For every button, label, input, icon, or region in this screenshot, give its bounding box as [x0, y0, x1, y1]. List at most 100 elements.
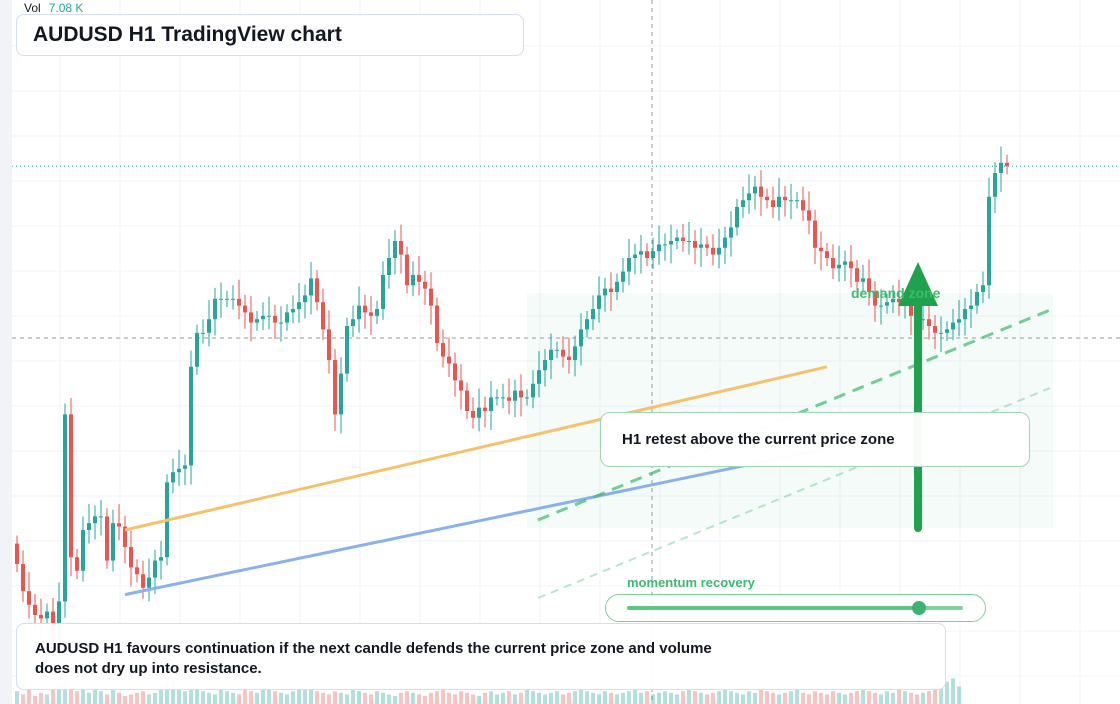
candle-body	[693, 241, 697, 248]
trendline-support	[124, 446, 828, 597]
candle-body	[345, 326, 349, 374]
candle-body	[321, 302, 325, 330]
candle-body	[339, 373, 343, 415]
momentum-slider-fill	[627, 606, 920, 610]
volume-bar	[783, 692, 787, 704]
volume-bar	[897, 689, 901, 704]
volume-bar	[255, 692, 259, 704]
volume-bar	[537, 692, 541, 704]
volume-bar	[369, 694, 373, 704]
candle-body	[927, 319, 931, 326]
candle-body	[117, 523, 121, 527]
candle-body	[195, 332, 199, 367]
volume-bar	[435, 691, 439, 704]
candle-body	[687, 241, 691, 242]
candle-body	[159, 557, 163, 561]
volume-bar	[423, 696, 427, 704]
volume-bar	[285, 694, 289, 704]
candle-body	[243, 305, 247, 313]
volume-bar	[459, 691, 463, 704]
volume-bar	[357, 691, 361, 704]
volume-bar	[765, 691, 769, 704]
volume-bar	[321, 692, 325, 704]
candle-body	[735, 207, 739, 228]
candle-body	[603, 288, 607, 296]
volume-bar	[21, 694, 25, 704]
candle-body	[975, 292, 979, 306]
candle-body	[957, 319, 961, 323]
volume-bar	[75, 691, 79, 704]
candle-body	[741, 200, 745, 207]
candle-body	[963, 309, 967, 320]
volume-bar	[873, 692, 877, 704]
candle-body	[477, 407, 481, 418]
candle-body	[519, 390, 523, 398]
volume-bar	[381, 692, 385, 704]
candle-body	[783, 196, 787, 201]
candle-body	[279, 322, 283, 324]
volume-bar	[309, 689, 313, 704]
candle-body	[825, 251, 829, 258]
candle-body	[993, 173, 997, 197]
volume-bar	[387, 694, 391, 704]
volume-bar	[663, 691, 667, 704]
candle-body	[951, 322, 955, 330]
candle-body	[135, 567, 139, 575]
candle-body	[375, 309, 379, 316]
volume-bar	[183, 691, 187, 704]
candle-body	[651, 251, 655, 258]
candle-body	[231, 298, 235, 300]
volume-bar	[681, 691, 685, 704]
volume-bar	[141, 691, 145, 704]
candle-body	[87, 523, 91, 530]
volume-bar	[927, 691, 931, 704]
summary-text: AUDUSD H1 favours continuation if the ne…	[35, 640, 712, 677]
candle-body	[393, 241, 397, 258]
candle-body	[843, 261, 847, 265]
volume-bar	[675, 694, 679, 704]
candle-body	[933, 326, 937, 333]
volume-bar	[117, 692, 121, 704]
demand-zone-label: demand zone	[851, 285, 941, 301]
volume-bar	[585, 691, 589, 704]
volume-bar	[363, 692, 367, 704]
candle-body	[303, 295, 307, 303]
volume-bar	[129, 694, 133, 704]
candle-body	[399, 241, 403, 255]
candle-body	[945, 329, 949, 333]
candle-body	[309, 278, 313, 296]
volume-bar	[273, 691, 277, 704]
arrow-head-icon	[898, 262, 938, 306]
candle-body	[621, 271, 625, 282]
candle-body	[45, 611, 49, 619]
volume-bar	[417, 694, 421, 704]
candle-body	[93, 516, 97, 524]
candle-body	[573, 346, 577, 360]
momentum-slider[interactable]	[605, 594, 986, 622]
candle-body	[129, 547, 133, 568]
candle-body	[657, 244, 661, 252]
candle-body	[513, 390, 517, 401]
volume-bar	[945, 681, 949, 704]
candle-body	[357, 305, 361, 320]
volume-bar	[63, 681, 67, 704]
candle-body	[507, 397, 511, 401]
candle-body	[201, 332, 205, 334]
volume-bar	[39, 692, 43, 704]
candle-body	[261, 315, 265, 320]
volume-bar	[939, 684, 943, 704]
candle-body	[21, 564, 25, 592]
volume-bar	[231, 692, 235, 704]
candle-body	[501, 397, 505, 399]
volume-bar	[921, 692, 925, 704]
candle-body	[669, 241, 673, 245]
volume-bar	[177, 689, 181, 704]
volume-bar	[831, 691, 835, 704]
candle-body	[441, 343, 445, 357]
momentum-slider-knob[interactable]	[912, 601, 927, 615]
candle-body	[543, 360, 547, 371]
volume-bar	[51, 689, 55, 704]
volume-bar	[165, 681, 169, 704]
